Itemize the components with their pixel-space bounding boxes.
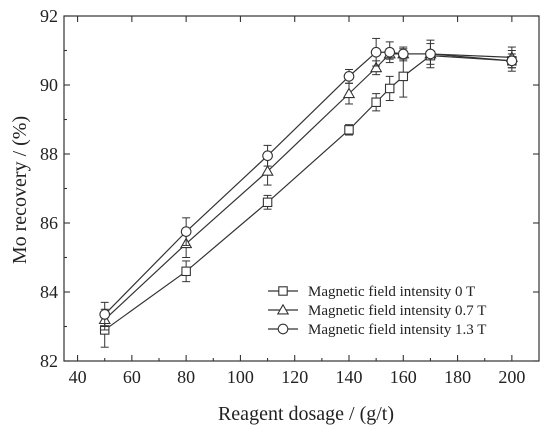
x-tick-label: 100	[227, 367, 254, 387]
y-tick-label: 86	[40, 213, 58, 233]
x-tick-label: 180	[444, 367, 471, 387]
data-point-circle	[277, 323, 289, 335]
data-point-triangle	[276, 303, 290, 315]
data-point-square	[344, 125, 354, 135]
data-point-triangle	[342, 87, 356, 99]
x-tick-label: 60	[123, 367, 141, 387]
data-point-circle	[343, 71, 355, 82]
data-point-triangle	[261, 164, 274, 176]
y-tick-label: 82	[40, 351, 58, 371]
data-point-circle	[370, 46, 382, 58]
legend-label: Magnetic field intensity 0 T	[308, 284, 475, 300]
x-axis-title: Reagent dosage / (g/t)	[218, 403, 394, 425]
x-tick-label: 120	[281, 367, 308, 387]
data-point-circle	[180, 226, 192, 237]
data-point-square	[181, 266, 191, 277]
data-point-square	[371, 97, 381, 108]
data-point-circle	[506, 55, 518, 67]
x-tick-label: 140	[336, 367, 363, 387]
series-layer	[98, 37, 519, 348]
data-point-square	[398, 71, 409, 82]
series-line	[104, 51, 512, 315]
data-point-square	[262, 197, 273, 208]
legend-item: Magnetic field intensity 0 T	[268, 284, 475, 300]
legend-label: Magnetic field intensity 1.3 T	[308, 322, 486, 338]
x-tick-label: 40	[69, 367, 87, 387]
y-tick-label: 88	[40, 144, 58, 164]
y-tick-label: 84	[40, 282, 58, 302]
x-tick-label: 200	[498, 367, 525, 387]
legend-label: Magnetic field intensity 0.7 T	[308, 303, 486, 319]
data-point-square	[384, 83, 395, 94]
x-tick-label: 160	[390, 367, 417, 387]
data-point-square	[278, 286, 288, 296]
y-axis-title: Mo recovery / (%)	[9, 116, 31, 264]
y-tick-label: 92	[40, 6, 58, 26]
x-tick-label: 80	[177, 367, 195, 387]
series-circle	[99, 37, 518, 327]
ticks: 40 60 80 100 120 140 160 180 200 82 84 86 88 90 92	[40, 6, 539, 387]
data-point-circle	[425, 48, 436, 60]
data-point-circle	[397, 48, 409, 60]
legend: Magnetic field intensity 0 T Magnetic fie…	[268, 284, 486, 338]
series-line	[104, 53, 512, 321]
data-point-circle	[384, 46, 396, 58]
y-tick-label: 90	[40, 75, 58, 95]
legend-item: Magnetic field intensity 0.7 T	[268, 303, 486, 319]
legend-item: Magnetic field intensity 1.3 T	[268, 322, 486, 338]
data-point-triangle	[369, 61, 383, 73]
data-point-circle	[262, 150, 273, 162]
data-point-circle	[99, 309, 111, 320]
